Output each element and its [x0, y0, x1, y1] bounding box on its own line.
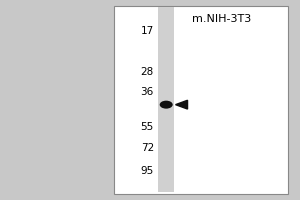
Polygon shape: [176, 100, 188, 109]
Text: 28: 28: [141, 67, 154, 77]
Text: 95: 95: [141, 166, 154, 176]
Text: 55: 55: [141, 122, 154, 132]
Text: 17: 17: [141, 26, 154, 36]
Ellipse shape: [160, 101, 173, 109]
Bar: [114, 6, 288, 194]
Text: m.NIH-3T3: m.NIH-3T3: [192, 14, 251, 24]
Text: 72: 72: [141, 143, 154, 153]
Bar: [158, 7, 174, 192]
Text: 36: 36: [141, 87, 154, 97]
